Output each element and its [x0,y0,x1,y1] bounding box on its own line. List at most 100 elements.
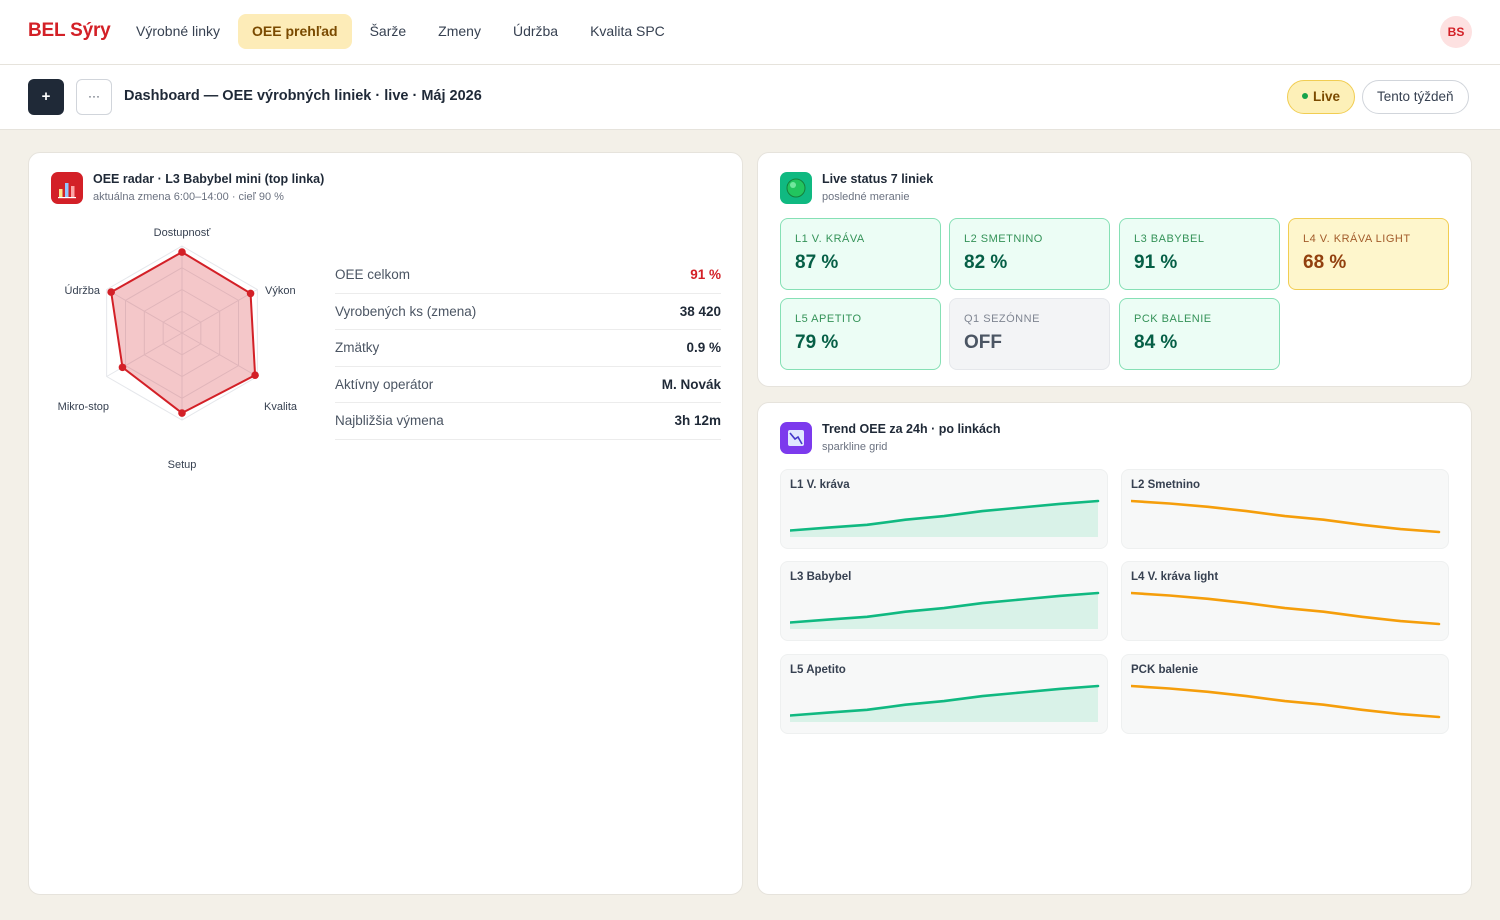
radar-data-point [178,409,186,417]
sparkline-title: L2 Smetnino [1131,479,1201,491]
kpi-row: OEE celkom 91 % [335,257,721,294]
radar-data-point [118,363,127,372]
line-tile[interactable]: L5 APETITO 79 % [780,298,941,370]
line-name: L4 V. KRÁVA LIGHT [1303,233,1411,245]
sparkline-card[interactable]: L5 Apetito [780,654,1108,734]
card-subtitle: posledné meranie [822,191,910,203]
period-selector[interactable]: Tento týždeň [1362,80,1469,114]
line-name: L2 SMETNINO [964,233,1043,245]
line-tile[interactable]: L2 SMETNINO 82 % [949,218,1110,290]
line-name: L5 APETITO [795,313,862,325]
line-oee-value: 68 % [1303,252,1347,273]
sparkline-chart [790,591,1100,629]
kpi-row: Zmätky 0.9 % [335,330,721,367]
line-oee-value: OFF [964,332,1002,353]
main-nav: Výrobné linky OEE prehľad Šarže Zmeny Úd… [122,14,683,49]
line-tile[interactable]: PCK BALENIE 84 % [1119,298,1280,370]
live-toggle[interactable]: Live [1287,80,1356,114]
kpi-value: 38 420 [679,303,721,319]
kpi-row: Aktívny operátor M. Novák [335,367,721,404]
line-tile[interactable]: Q1 SEZÓNNE OFF [949,298,1110,370]
brand-logo[interactable]: BEL Sýry [28,20,111,41]
nav-item-udrzba[interactable]: Údržba [512,23,559,39]
line-oee-value: 87 % [795,252,839,273]
line-oee-value: 82 % [964,252,1008,273]
line-name: L3 BABYBEL [1134,233,1205,245]
line-name: Q1 SEZÓNNE [964,313,1040,325]
nav-item-oee-prehlad[interactable]: OEE prehľad [238,14,352,49]
line-oee-value: 91 % [1134,252,1178,273]
card-title: Live status 7 liniek [822,172,934,186]
radar-spoke [181,332,258,377]
kpi-label: Najbližšia výmena [335,413,444,429]
line-oee-value: 79 % [795,332,839,353]
kpi-row: Vyrobených ks (zmena) 38 420 [335,294,721,331]
kpi-label: Aktívny operátor [335,376,434,392]
sparkline-area [790,593,1098,629]
line-name: L1 V. KRÁVA [795,233,865,245]
sparkline-chart [1131,591,1441,626]
sparkline-line [790,499,1100,532]
oee-trend-card: Trend OEE za 24h · po linkách sparkline … [757,402,1472,895]
kpi-label: OEE celkom [335,267,411,282]
radar-spoke [106,289,183,334]
oee-radar-chart: Dostupnosť Výkon Kvalita Setup Mikro-stop Údr… [58,227,298,471]
more-options-button[interactable]: ··· [76,79,112,115]
sparkline-line [1131,499,1441,534]
card-subtitle: aktuálna zmena 6:00–14:00 · cieľ 90 % [93,191,284,203]
sparkline-line [790,684,1100,717]
sparkline-title: L5 Apetito [790,664,846,676]
oee-radar-card: OEE radar · L3 Babybel mini (top linka) … [28,152,743,895]
sparkline-card[interactable]: L1 V. kráva [780,469,1108,549]
kpi-value: 3h 12m [674,413,721,429]
radar-axis-label: Dostupnosť [154,227,212,239]
nav-item-vyrobne-linky[interactable]: Výrobné linky [136,23,221,39]
bar-chart-icon [51,172,83,204]
sparkline-title: PCK balenie [1131,664,1199,676]
sparkline-card[interactable]: L2 Smetnino [1121,469,1449,549]
sparkline-chart [790,684,1100,722]
sparkline-chart [790,499,1100,537]
line-tile[interactable]: L3 BABYBEL 91 % [1119,218,1280,290]
live-status-card: Live status 7 liniek posledné meranie L1… [757,152,1472,387]
sparkline-card[interactable]: L3 Babybel [780,561,1108,641]
card-subtitle: sparkline grid [822,441,888,453]
sparkline-area [790,501,1098,537]
page-title: Dashboard — OEE výrobných liniek · live … [124,88,482,104]
nav-item-zmeny[interactable]: Zmeny [438,23,481,39]
nav-item-kvalita-spc[interactable]: Kvalita SPC [590,23,665,39]
radar-data-point [107,288,115,296]
radar-spoke [181,289,258,334]
card-title: Trend OEE za 24h · po linkách [822,422,1001,436]
sparkline-chart [1131,499,1441,534]
sparkline-chart [1131,684,1441,719]
sparkline-card[interactable]: L4 V. kráva light [1121,561,1449,641]
add-button[interactable]: + [28,79,64,115]
sparkline-line [790,591,1100,624]
line-tile[interactable]: L1 V. KRÁVA 87 % [780,218,941,290]
sparkline-card[interactable]: PCK balenie [1121,654,1449,734]
sparkline-area [790,686,1098,722]
kpi-label: Vyrobených ks (zmena) [335,303,477,319]
radar-axis-label: Údržba [65,284,101,297]
line-name: PCK BALENIE [1134,313,1212,325]
sparkline-title: L4 V. kráva light [1131,571,1219,583]
avatar[interactable]: BS [1440,16,1472,48]
kpi-value: 0.9 % [686,340,721,356]
trend-chart-icon [780,422,812,454]
card-title: OEE radar · L3 Babybel mini (top linka) [93,172,325,186]
radar-axis-label: Mikro-stop [58,401,109,413]
radar-data-point [178,248,186,256]
sparkline-title: L1 V. kráva [790,479,850,491]
radar-axis-label: Setup [168,459,197,471]
kpi-list: OEE celkom 91 % Vyrobených ks (zmena) 38… [335,257,721,440]
sparkline-line [1131,684,1441,719]
nav-item-sarze[interactable]: Šarže [369,23,407,39]
top-navigation: BEL Sýry Výrobné linky OEE prehľad Šarže… [0,0,1500,65]
green-circle-icon [780,172,812,204]
live-dot-icon [1302,93,1308,100]
radar-data-point [246,289,255,298]
line-tile[interactable]: L4 V. KRÁVA LIGHT 68 % [1288,218,1449,290]
radar-data-point [251,371,259,379]
live-label: Live [1313,89,1341,104]
